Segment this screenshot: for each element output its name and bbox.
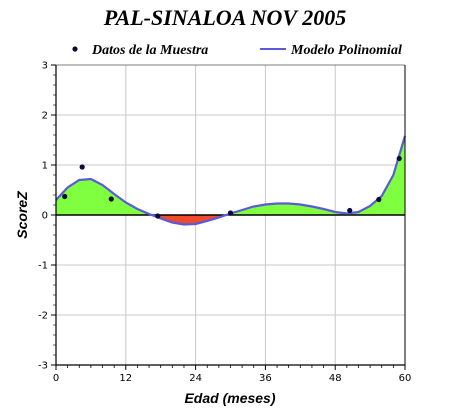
y-tick-label: 3: [42, 61, 48, 72]
legend: Datos de la Muestra Modelo Polinomial: [72, 43, 402, 58]
sample-point: [376, 196, 382, 203]
x-tick-label: 0: [53, 373, 59, 384]
sample-point: [347, 207, 353, 214]
legend-label-datos: Datos de la Muestra: [91, 43, 208, 58]
legend-marker-datos: [72, 46, 78, 52]
y-ticks: -3 -2 -1 0 1 2 3: [38, 61, 56, 372]
chart-title: PAL-SINALOA NOV 2005: [103, 5, 346, 30]
sample-point: [155, 213, 161, 219]
y-tick-label: -3: [38, 361, 48, 372]
sample-point: [62, 193, 68, 200]
y-tick-label: 2: [42, 111, 48, 122]
y-axis-label: ScoreZ: [14, 191, 30, 239]
area-fills: [56, 136, 405, 225]
y-tick-label: -1: [38, 261, 48, 272]
sample-point: [108, 196, 114, 202]
y-tick-label: -2: [38, 311, 48, 322]
x-axis-label: Edad (meses): [184, 390, 275, 406]
y-tick-label: 1: [42, 161, 48, 172]
legend-label-modelo: Modelo Polinomial: [290, 43, 402, 58]
x-tick-label: 60: [399, 373, 412, 384]
x-tick-label: 48: [329, 373, 342, 384]
x-tick-label: 24: [189, 373, 202, 384]
sample-point: [396, 155, 402, 162]
positive-area: [226, 136, 405, 215]
sample-points: [62, 155, 402, 219]
sample-point: [79, 164, 85, 170]
x-tick-label: 12: [119, 373, 132, 384]
negative-area: [151, 215, 227, 225]
x-tick-label: 36: [259, 373, 272, 384]
sample-point: [227, 210, 234, 216]
positive-area: [56, 179, 152, 215]
x-ticks: 0 12 24 36 48 60: [53, 365, 412, 384]
y-tick-label: 0: [42, 211, 48, 222]
